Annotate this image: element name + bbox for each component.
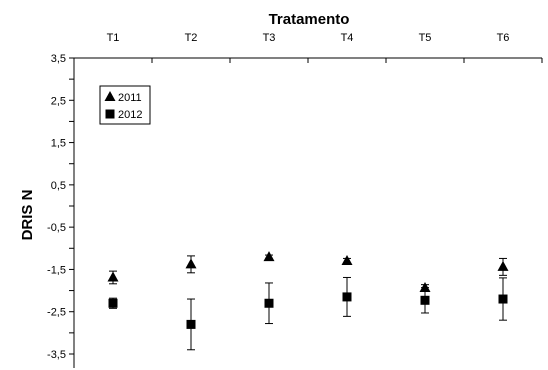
square-marker	[264, 298, 274, 308]
triangle-marker	[263, 251, 275, 262]
x-tick-label: T2	[185, 32, 198, 44]
triangle-marker	[341, 254, 353, 265]
y-tick-label: 3,5	[51, 53, 66, 65]
x-tick-label: T4	[341, 32, 354, 44]
square-marker	[186, 319, 196, 329]
triangle-marker	[185, 258, 197, 269]
x-tick-label: T3	[263, 32, 276, 44]
y-tick-label: -3,5	[47, 349, 66, 361]
y-tick-label: -1,5	[47, 264, 66, 276]
x-axis-title: Tratamento	[269, 11, 350, 28]
legend-triangle-icon	[104, 91, 116, 101]
axis-tick-marks	[69, 57, 543, 355]
x-tick-label: T1	[107, 32, 120, 44]
triangle-marker	[107, 271, 119, 282]
triangle-marker	[497, 260, 509, 271]
y-tick-label: 1,5	[51, 138, 66, 150]
x-tick-label: T6	[497, 32, 510, 44]
y-tick-label: 0,5	[51, 180, 66, 192]
y-tick-label: -0,5	[47, 222, 66, 234]
y-tick-label: -2,5	[47, 307, 66, 319]
y-axis-title: DRIS N	[19, 190, 36, 241]
square-marker	[108, 298, 118, 308]
y-tick-labels: 3,5 2,5 1,5 0,5 -0,5 -1,5 -2,5 -3,5	[47, 53, 66, 361]
legend-square-icon	[105, 109, 115, 119]
x-tick-labels: T1 T2 T3 T4 T5 T6	[107, 32, 510, 44]
square-marker	[342, 292, 352, 302]
series-2012	[108, 276, 508, 351]
series-2011	[107, 251, 509, 293]
triangle-marker	[419, 282, 431, 293]
square-marker	[498, 294, 508, 304]
y-tick-label: 2,5	[51, 95, 66, 107]
data-points	[107, 251, 509, 351]
legend-label: 2011	[118, 92, 142, 104]
legend-label: 2012	[118, 109, 142, 121]
x-tick-label: T5	[419, 32, 432, 44]
legend: 2011 2012	[99, 85, 151, 125]
square-marker	[420, 295, 430, 305]
